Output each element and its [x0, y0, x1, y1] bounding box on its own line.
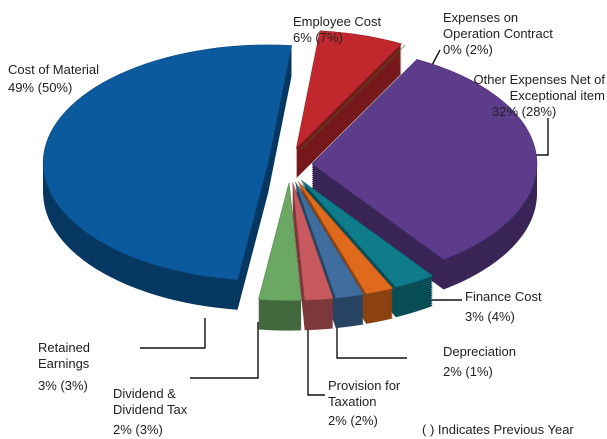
label: Depreciation 2% (1%): [443, 344, 573, 380]
category-label: Dividend & Dividend Tax: [113, 386, 188, 417]
note: ( ) Indicates Previous Year: [422, 422, 574, 437]
slice-top: [295, 30, 402, 150]
label: Other Expenses Net of Exceptional item 32…: [467, 72, 605, 120]
slice-top: [295, 181, 364, 299]
category-label: Employee Cost: [293, 14, 382, 29]
label: Cost of Material 49% (50%): [8, 62, 138, 96]
category-label: Retained Earnings: [38, 340, 91, 371]
value-label: 3% (4%): [465, 309, 515, 324]
category-label: Cost of Material: [8, 62, 100, 77]
value-label: 6% (7%): [293, 30, 343, 45]
slice: [311, 59, 538, 290]
category-label: Other Expenses Net of Exceptional item: [473, 72, 605, 103]
category-label: Finance Cost: [465, 289, 542, 304]
value-label: 2% (3%): [113, 422, 163, 437]
slice-side: [300, 53, 406, 158]
value-label: 3% (3%): [38, 378, 88, 393]
slice-top: [42, 44, 293, 281]
slice: [300, 44, 406, 180]
slice-top: [300, 179, 434, 288]
leader-line: [336, 318, 407, 359]
leader-line: [140, 318, 206, 349]
category-label: Expenses on Operation Contract: [443, 10, 553, 41]
label: Dividend & Dividend Tax 2% (3%): [113, 386, 203, 438]
slice-side: [300, 49, 406, 154]
slice: [42, 44, 293, 310]
slice-side: [300, 63, 406, 168]
slice-side: [300, 51, 406, 156]
leader-line: [190, 322, 259, 379]
slice: [292, 182, 334, 331]
slice-top: [292, 182, 334, 301]
slice-side: [300, 61, 406, 166]
slice-top: [311, 59, 538, 260]
slice-side: [300, 47, 406, 152]
value-label: 32% (28%): [492, 104, 557, 119]
label: Provision for Taxation 2% (2%): [328, 378, 418, 429]
slice-side: [300, 57, 406, 162]
label: Retained Earnings 3% (3%): [38, 340, 113, 394]
slice: [258, 182, 302, 331]
slice-side: [300, 55, 406, 160]
label: Finance Cost 3% (4%): [465, 289, 595, 325]
value-label: 2% (2%): [328, 413, 378, 428]
label: Employee Cost 6% (7%): [293, 14, 403, 46]
category-label: Depreciation: [443, 344, 516, 359]
label: Expenses on Operation Contract 0% (2%): [443, 10, 573, 58]
slice-side: [300, 59, 406, 164]
value-label: 2% (1%): [443, 364, 493, 379]
category-label: Provision for Taxation: [328, 378, 401, 409]
slice-top: [258, 182, 302, 301]
value-label: 49% (50%): [8, 80, 73, 95]
value-label: 0% (2%): [443, 42, 493, 57]
slice: [295, 181, 364, 329]
leader-line: [307, 325, 325, 396]
slice: [295, 30, 402, 179]
slice-top: [297, 181, 394, 295]
